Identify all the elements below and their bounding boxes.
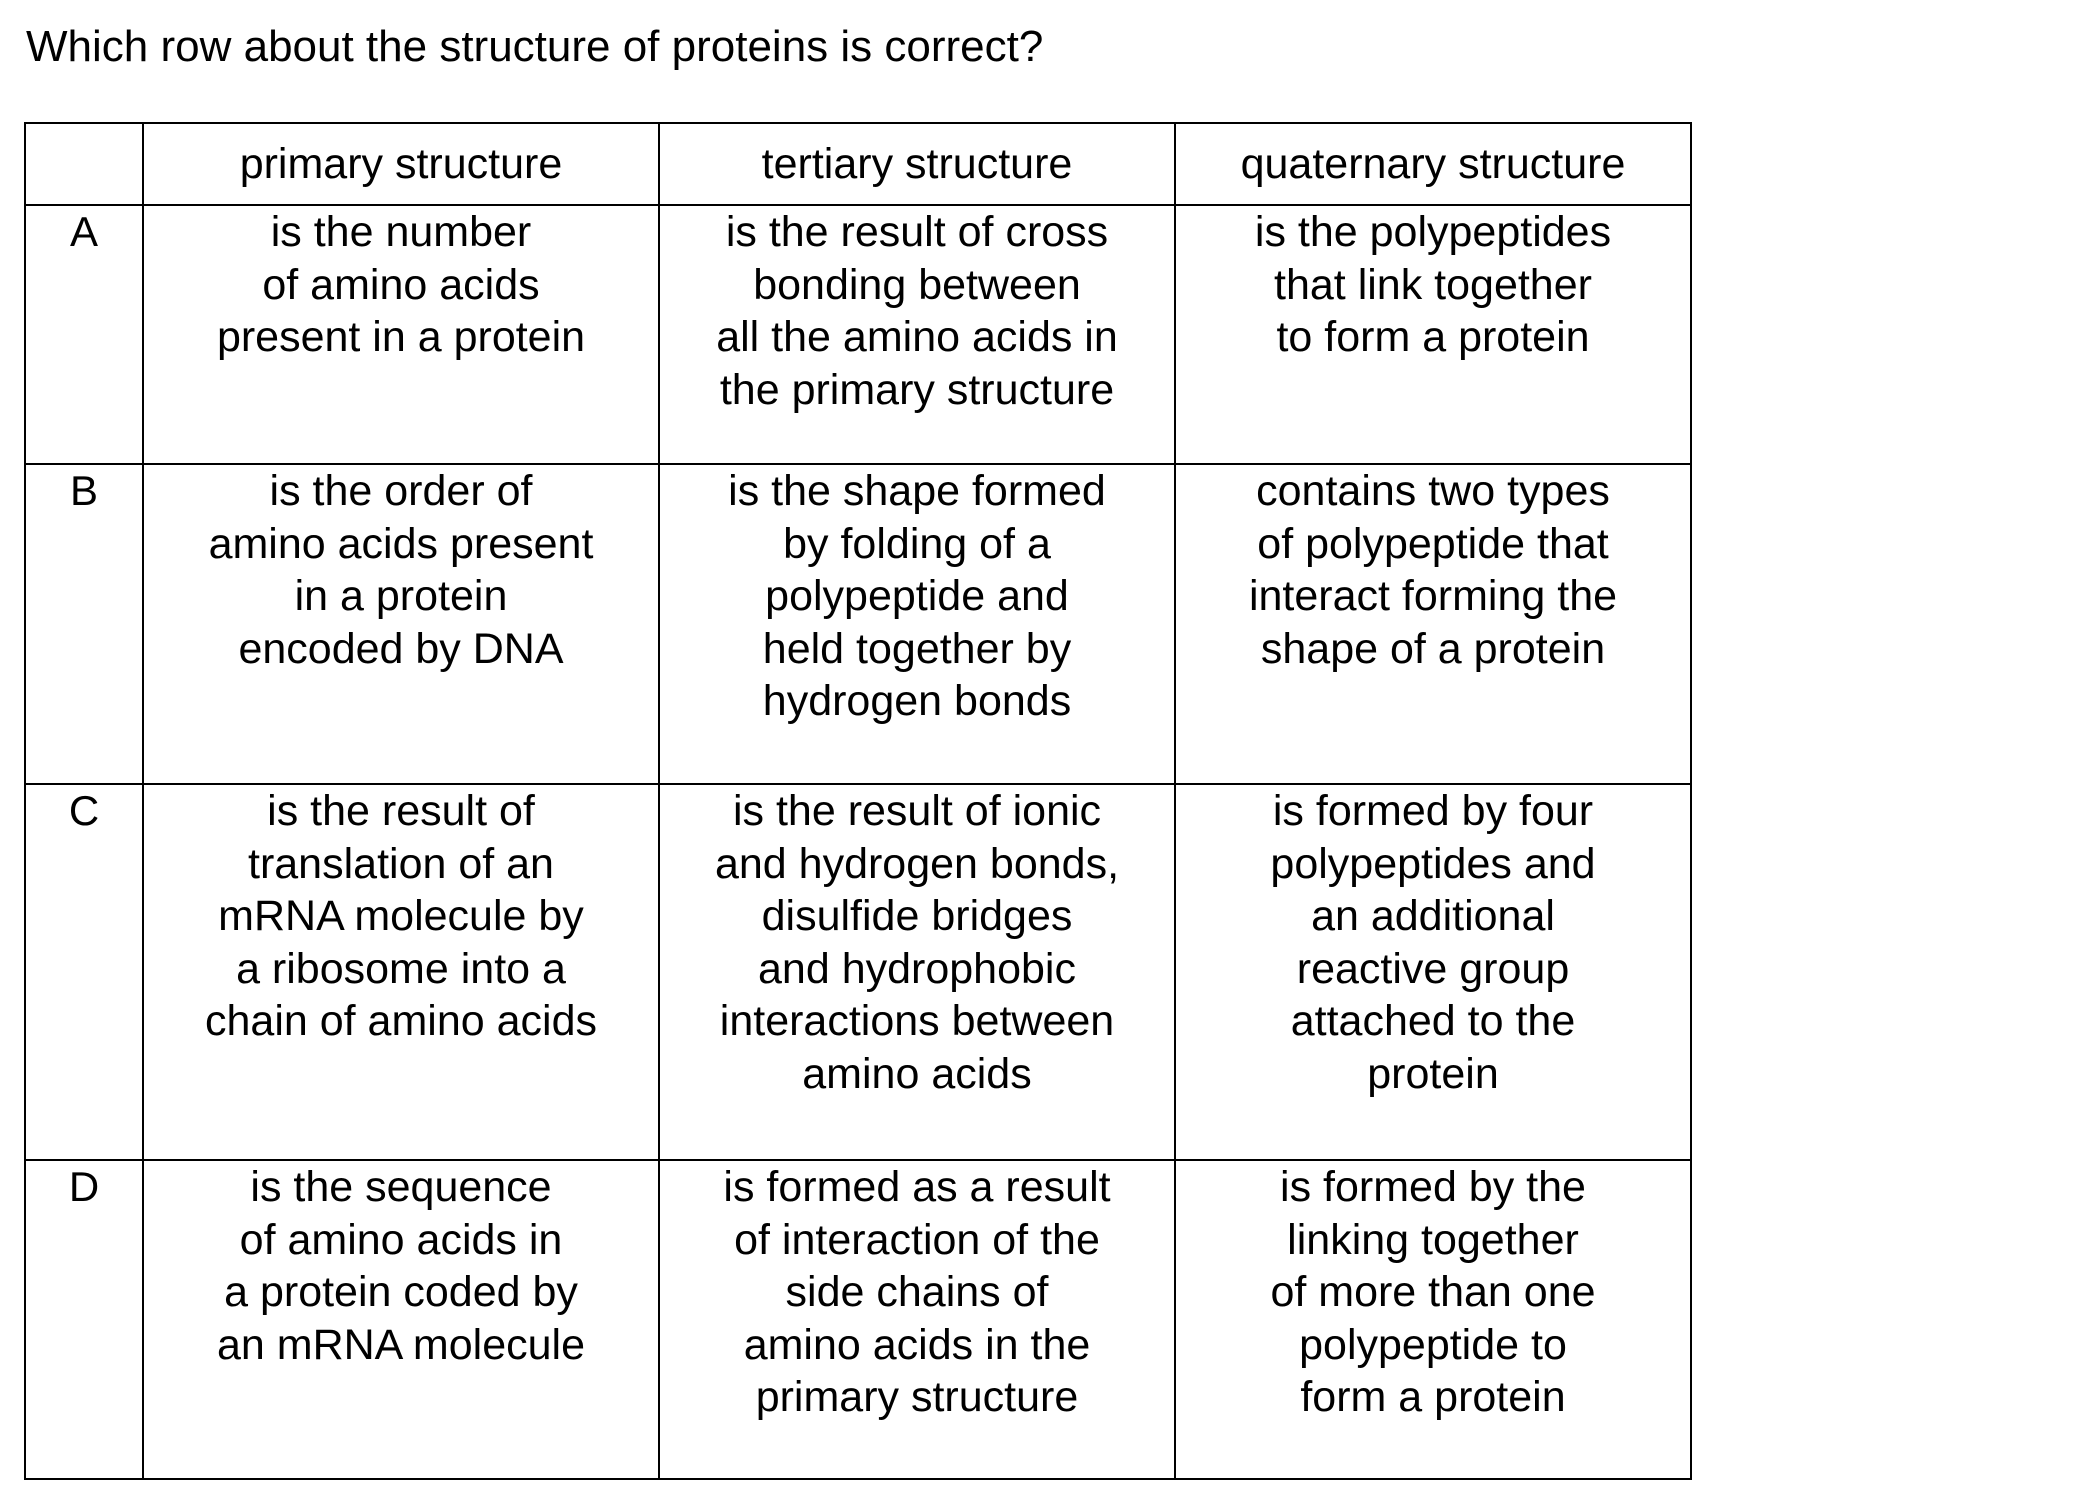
header-key (24, 122, 144, 206)
table-row-a: A is the number of amino acids present i… (24, 204, 1692, 465)
cell-a-quaternary: is the polypeptides that link together t… (1174, 204, 1692, 465)
option-key-c: C (24, 783, 144, 1161)
cell-c-quaternary: is formed by four polypeptides and an ad… (1174, 783, 1692, 1161)
option-key-b: B (24, 463, 144, 785)
option-key-d: D (24, 1159, 144, 1480)
table-header-row: primary structure tertiary structure qua… (24, 122, 1692, 206)
cell-d-tertiary: is formed as a result of interaction of … (658, 1159, 1176, 1480)
cell-c-primary: is the result of translation of an mRNA … (142, 783, 660, 1161)
cell-b-quaternary: contains two types of polypeptide that i… (1174, 463, 1692, 785)
cell-a-tertiary: is the result of cross bonding between a… (658, 204, 1176, 465)
cell-d-quaternary: is formed by the linking together of mor… (1174, 1159, 1692, 1480)
table-row-c: C is the result of translation of an mRN… (24, 783, 1692, 1161)
cell-c-tertiary: is the result of ionic and hydrogen bond… (658, 783, 1176, 1161)
option-key-a: A (24, 204, 144, 465)
header-quaternary-structure: quaternary structure (1174, 122, 1692, 206)
cell-b-tertiary: is the shape formed by folding of a poly… (658, 463, 1176, 785)
header-primary-structure: primary structure (142, 122, 660, 206)
cell-d-primary: is the sequence of amino acids in a prot… (142, 1159, 660, 1480)
cell-a-primary: is the number of amino acids present in … (142, 204, 660, 465)
question-text: Which row about the structure of protein… (26, 22, 1044, 71)
header-tertiary-structure: tertiary structure (658, 122, 1176, 206)
answer-table: primary structure tertiary structure qua… (24, 122, 1692, 1480)
table-row-b: B is the order of amino acids present in… (24, 463, 1692, 785)
cell-b-primary: is the order of amino acids present in a… (142, 463, 660, 785)
table-row-d: D is the sequence of amino acids in a pr… (24, 1159, 1692, 1480)
